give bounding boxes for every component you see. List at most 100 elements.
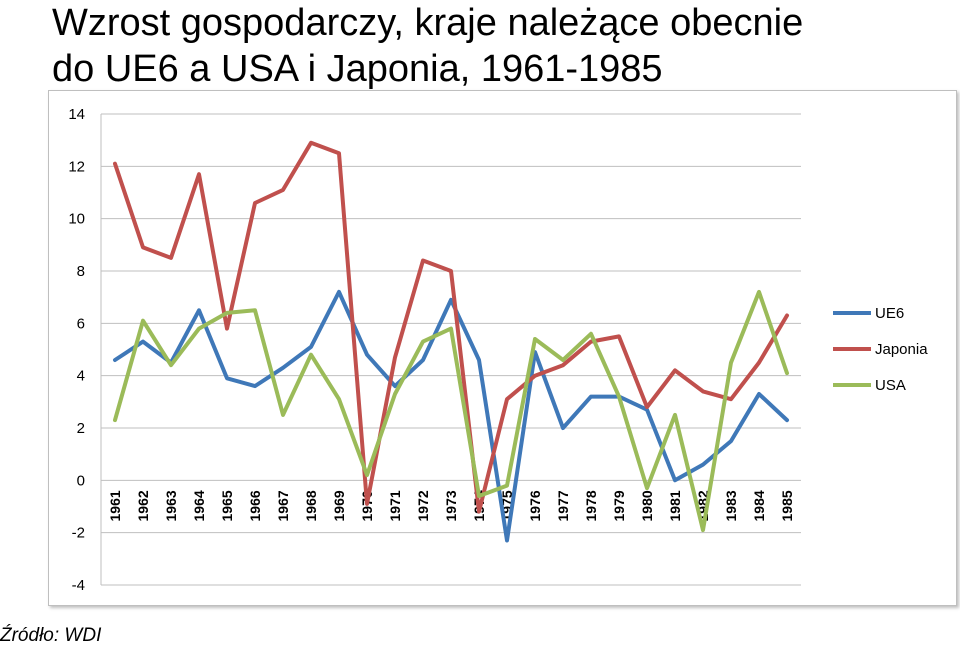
x-tick-label: 1978 xyxy=(583,490,599,521)
data-point-usa xyxy=(646,487,648,489)
data-point-usa xyxy=(170,364,172,366)
data-point-ue6 xyxy=(702,464,704,466)
data-point-usa xyxy=(758,291,760,293)
y-tick-label: 0 xyxy=(77,472,85,489)
data-point-japonia xyxy=(478,511,480,513)
data-point-ue6 xyxy=(534,351,536,353)
x-tick-label: 1961 xyxy=(107,490,123,521)
title-line-1: Wzrost gospodarczy, kraje należące obecn… xyxy=(52,2,804,44)
x-tick-label: 1973 xyxy=(443,490,459,521)
data-point-usa xyxy=(198,328,200,330)
title-line-2: do UE6 a USA i Japonia, 1961-1985 xyxy=(52,48,663,90)
data-point-ue6 xyxy=(282,367,284,369)
data-point-ue6 xyxy=(142,341,144,343)
data-point-usa xyxy=(562,359,564,361)
data-point-japonia xyxy=(170,257,172,259)
data-point-japonia xyxy=(730,398,732,400)
data-point-japonia xyxy=(114,163,116,165)
data-point-japonia xyxy=(254,202,256,204)
data-point-ue6 xyxy=(338,291,340,293)
line-chart: -4 -2 0 2 4 6 8 10 12 14 1961 1962 1963 1964 1965 1966 1… xyxy=(68,106,928,594)
data-point-usa xyxy=(478,495,480,497)
x-tick-label: 1967 xyxy=(275,490,291,521)
data-point-japonia xyxy=(422,260,424,262)
data-point-japonia xyxy=(450,270,452,272)
data-point-ue6 xyxy=(254,385,256,387)
x-tick-label: 1977 xyxy=(555,490,571,521)
x-tick-label: 1972 xyxy=(415,490,431,521)
data-point-japonia xyxy=(618,335,620,337)
data-point-japonia xyxy=(394,356,396,358)
data-point-usa xyxy=(422,341,424,343)
data-point-japonia xyxy=(646,406,648,408)
y-tick-label: 2 xyxy=(77,420,85,437)
data-point-usa xyxy=(394,393,396,395)
data-point-ue6 xyxy=(478,359,480,361)
data-point-japonia xyxy=(786,314,788,316)
x-tick-label: 1976 xyxy=(527,490,543,521)
data-point-ue6 xyxy=(786,419,788,421)
data-point-japonia xyxy=(366,503,368,505)
x-tick-label: 1966 xyxy=(247,490,263,521)
data-point-usa xyxy=(534,338,536,340)
data-point-usa xyxy=(282,414,284,416)
data-point-usa xyxy=(674,414,676,416)
data-point-japonia xyxy=(226,328,228,330)
data-point-ue6 xyxy=(422,359,424,361)
x-tick-label: 1968 xyxy=(303,490,319,521)
x-tick-label: 1962 xyxy=(135,490,151,521)
data-point-usa xyxy=(450,328,452,330)
data-point-japonia xyxy=(142,246,144,248)
data-point-ue6 xyxy=(310,346,312,348)
data-point-usa xyxy=(618,396,620,398)
x-tick-label: 1984 xyxy=(751,490,767,521)
x-tick-label: 1983 xyxy=(723,490,739,521)
y-tick-label: -2 xyxy=(72,525,85,542)
y-tick-label: 10 xyxy=(68,211,85,228)
x-tick-label: 1979 xyxy=(611,490,627,521)
x-tick-label: 1981 xyxy=(667,490,683,521)
data-point-usa xyxy=(254,309,256,311)
data-point-usa xyxy=(142,320,144,322)
data-point-usa xyxy=(730,362,732,364)
data-point-ue6 xyxy=(506,540,508,542)
data-point-usa xyxy=(366,474,368,476)
legend-label-ue6: UE6 xyxy=(875,305,904,322)
y-tick-label: 8 xyxy=(77,263,85,280)
data-point-ue6 xyxy=(730,440,732,442)
x-tick-label: 1985 xyxy=(779,490,795,521)
data-point-ue6 xyxy=(226,377,228,379)
data-point-ue6 xyxy=(366,354,368,356)
x-tick-label: 1964 xyxy=(191,490,207,521)
data-point-usa xyxy=(310,354,312,356)
y-tick-label: 4 xyxy=(77,368,85,385)
y-tick-label: 6 xyxy=(77,315,85,332)
data-point-usa xyxy=(786,372,788,374)
data-point-japonia xyxy=(282,189,284,191)
data-point-japonia xyxy=(674,369,676,371)
legend-label-japonia: Japonia xyxy=(875,341,928,358)
data-point-japonia xyxy=(702,390,704,392)
y-tick-label: 14 xyxy=(68,106,85,123)
data-point-japonia xyxy=(590,341,592,343)
data-point-usa xyxy=(506,485,508,487)
x-tick-label: 1965 xyxy=(219,490,235,521)
data-point-usa xyxy=(226,312,228,314)
chart-area: -4 -2 0 2 4 6 8 10 12 14 1961 1962 1963 1964 1965 1966 1… xyxy=(48,90,957,606)
data-point-usa xyxy=(338,398,340,400)
data-point-ue6 xyxy=(590,396,592,398)
x-tick-label: 1963 xyxy=(163,490,179,521)
data-point-ue6 xyxy=(674,479,676,481)
data-point-japonia xyxy=(534,375,536,377)
data-point-japonia xyxy=(310,142,312,144)
data-point-ue6 xyxy=(394,385,396,387)
data-point-usa xyxy=(702,529,704,531)
data-point-ue6 xyxy=(114,359,116,361)
data-point-japonia xyxy=(562,364,564,366)
x-tick-label: 1969 xyxy=(331,490,347,521)
chart-title: Wzrost gospodarczy, kraje należące obecn… xyxy=(52,0,803,92)
source-note: Źródło: WDI xyxy=(0,625,102,646)
data-point-ue6 xyxy=(450,299,452,301)
data-point-japonia xyxy=(506,398,508,400)
data-point-ue6 xyxy=(198,309,200,311)
